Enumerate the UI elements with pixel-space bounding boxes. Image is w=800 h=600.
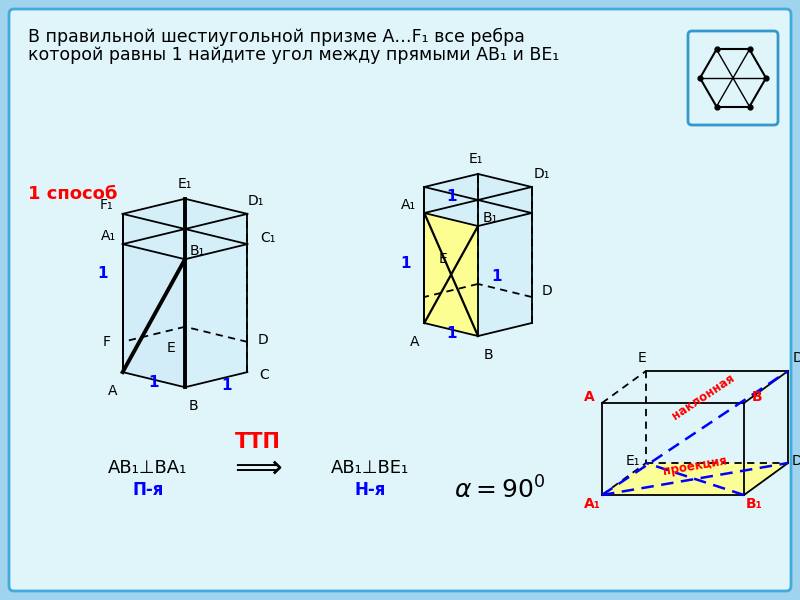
Text: A: A [108, 384, 118, 398]
Polygon shape [424, 213, 478, 336]
FancyBboxPatch shape [9, 9, 791, 591]
Text: B₁: B₁ [190, 244, 205, 258]
Text: E: E [638, 351, 646, 365]
Text: ТТП: ТТП [235, 432, 281, 452]
Text: B₁: B₁ [482, 211, 498, 225]
Text: наклонная: наклонная [670, 371, 737, 422]
Text: B: B [188, 399, 198, 413]
Text: D₁: D₁ [534, 167, 550, 181]
Text: 1 способ: 1 способ [28, 185, 118, 203]
Text: 1: 1 [446, 189, 457, 204]
Text: B: B [483, 348, 493, 362]
Text: Н-я: Н-я [354, 481, 386, 499]
Text: D: D [258, 333, 268, 347]
Text: D: D [542, 284, 553, 298]
Text: E₁: E₁ [626, 454, 640, 468]
Text: В правильной шестиугольной призме А…F₁ все ребра: В правильной шестиугольной призме А…F₁ в… [28, 28, 525, 46]
Text: A₁: A₁ [101, 229, 116, 243]
FancyBboxPatch shape [688, 31, 778, 125]
Text: C: C [259, 368, 269, 382]
Text: A: A [584, 390, 594, 404]
Text: E₁: E₁ [178, 177, 192, 191]
Text: 1: 1 [149, 375, 159, 390]
Text: ⟹: ⟹ [234, 451, 282, 485]
Text: F: F [102, 335, 110, 349]
Polygon shape [478, 213, 532, 336]
Text: 1: 1 [400, 256, 410, 271]
Text: A₁: A₁ [583, 497, 601, 511]
Text: E: E [166, 341, 175, 355]
Text: 1: 1 [446, 326, 457, 341]
Text: D₁: D₁ [247, 194, 263, 208]
Text: E₁: E₁ [469, 152, 483, 166]
Polygon shape [602, 463, 788, 495]
Text: D: D [793, 351, 800, 365]
Text: проекция: проекция [662, 454, 728, 478]
Text: E: E [438, 252, 447, 266]
Text: П-я: П-я [132, 481, 164, 499]
Text: A: A [410, 335, 419, 349]
Text: 1: 1 [98, 266, 108, 281]
Text: $\alpha = 90^0$: $\alpha = 90^0$ [454, 476, 546, 503]
Text: B₁: B₁ [746, 497, 762, 511]
Polygon shape [185, 244, 247, 387]
Text: 1: 1 [221, 377, 231, 392]
Text: A₁: A₁ [401, 198, 416, 212]
Text: AB₁⊥BE₁: AB₁⊥BE₁ [331, 459, 409, 477]
Text: B: B [752, 390, 762, 404]
Text: 1: 1 [492, 269, 502, 284]
Text: D₁: D₁ [792, 454, 800, 468]
Text: которой равны 1 найдите угол между прямыми АВ₁ и ВЕ₁: которой равны 1 найдите угол между прямы… [28, 46, 559, 64]
Text: C₁: C₁ [260, 231, 276, 245]
Text: F₁: F₁ [100, 198, 114, 212]
Polygon shape [424, 174, 532, 226]
Text: AB₁⊥BA₁: AB₁⊥BA₁ [108, 459, 188, 477]
Polygon shape [122, 199, 247, 259]
Polygon shape [122, 244, 185, 387]
